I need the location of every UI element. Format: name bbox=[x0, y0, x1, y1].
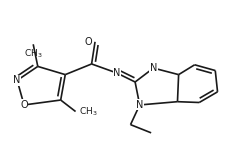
Text: N: N bbox=[113, 68, 120, 78]
Text: N: N bbox=[14, 75, 21, 85]
Text: N: N bbox=[136, 100, 143, 110]
Text: N: N bbox=[150, 63, 157, 73]
Text: CH$_3$: CH$_3$ bbox=[24, 47, 43, 60]
Text: CH$_3$: CH$_3$ bbox=[79, 105, 97, 118]
Text: O: O bbox=[20, 100, 28, 110]
Text: O: O bbox=[85, 37, 92, 47]
